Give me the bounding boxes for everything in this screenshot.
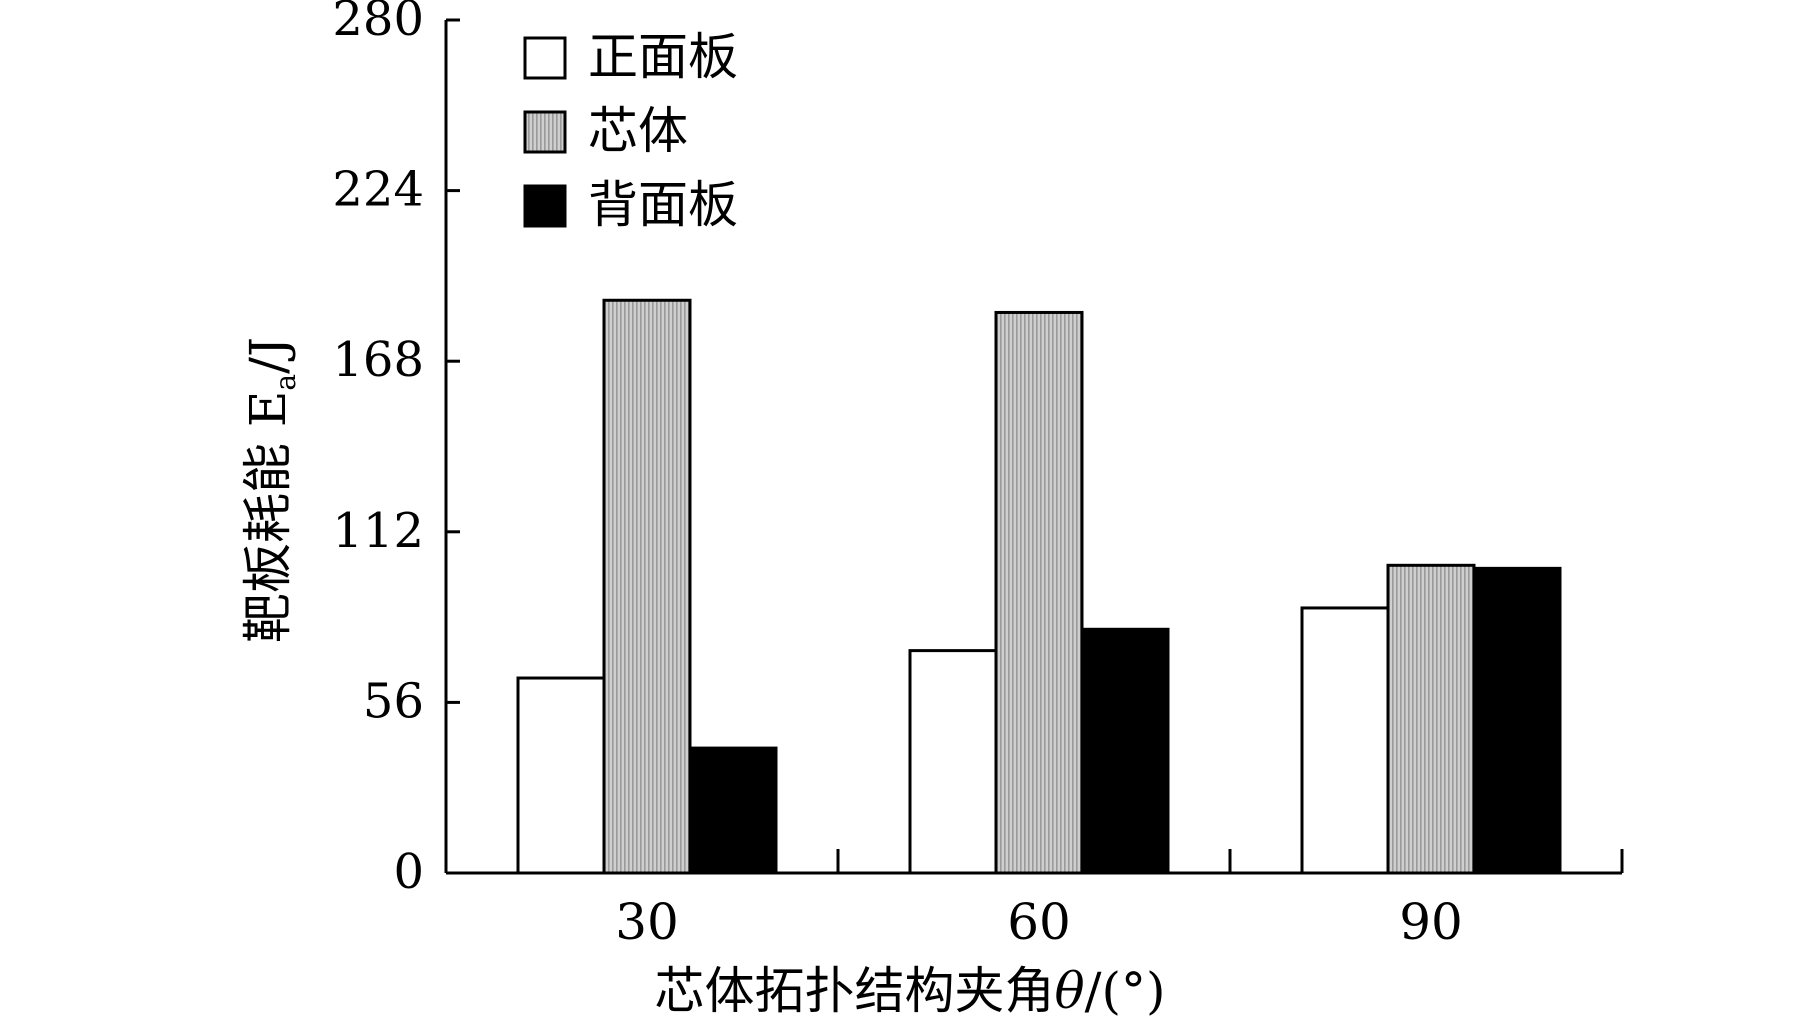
y-tick-label: 168 (332, 332, 424, 388)
bar-芯体-30 (602, 298, 692, 875)
bar-背面板-30 (688, 746, 778, 875)
y-tick-label: 280 (332, 0, 424, 47)
bar-背面板-60 (1080, 627, 1170, 875)
y-ticks-group: 0 56 112 168 224 280 (332, 0, 460, 900)
y-axis-title: 靶板耗能 Ea/J (239, 337, 302, 643)
x-axis-title-unit: /(°) (1085, 962, 1166, 1020)
bars-group (516, 298, 1562, 875)
x-tick-label: 60 (1007, 893, 1071, 951)
y-tick-label: 224 (332, 162, 424, 218)
x-axis-title: 芯体拓扑结构夹角θ/(°) (655, 962, 1166, 1020)
bar-正面板-90 (1300, 606, 1390, 875)
legend-swatch (523, 36, 567, 80)
bar-背面板-90 (1472, 566, 1562, 875)
bar-芯体-90 (1386, 563, 1476, 875)
bar-芯体-60 (994, 310, 1084, 875)
x-axis-title-text: 芯体拓扑结构夹角 (655, 962, 1055, 1020)
legend-label: 背面板 (588, 176, 738, 234)
x-tick-label: 30 (615, 893, 679, 951)
y-axis-title-unit: /J (239, 337, 297, 374)
y-tick-label: 112 (332, 503, 424, 559)
bar-正面板-60 (908, 649, 998, 875)
legend-label: 正面板 (588, 28, 738, 86)
bar-正面板-30 (516, 676, 606, 875)
x-tick-label: 90 (1399, 893, 1463, 951)
x-ticks-group: 30 60 90 (615, 849, 1624, 951)
legend-label: 芯体 (588, 102, 688, 160)
x-axis-title-symbol: θ (1055, 962, 1085, 1020)
y-axis-title-text: 靶板耗能 E (239, 391, 297, 643)
y-tick-label: 0 (393, 844, 424, 900)
legend-swatch (523, 110, 567, 154)
y-tick-label: 56 (363, 673, 424, 729)
legend-swatch (523, 184, 567, 228)
y-axis-title-subscript: a (269, 374, 302, 391)
